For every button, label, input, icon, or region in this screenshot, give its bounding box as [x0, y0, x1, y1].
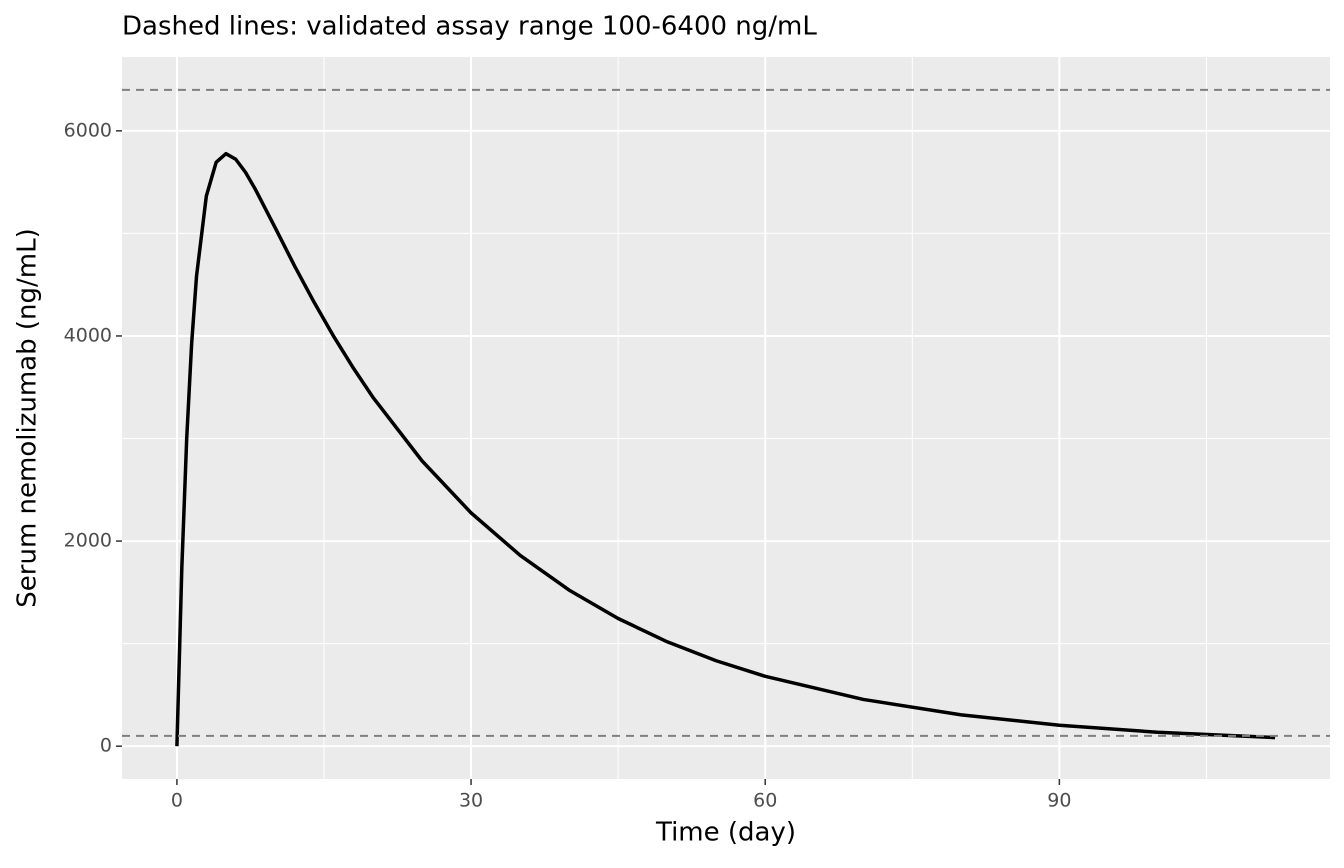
x-tick-label: 30: [459, 790, 483, 812]
x-tick-label: 90: [1047, 790, 1071, 812]
chart-title: Dashed lines: validated assay range 100-…: [122, 12, 817, 42]
y-tick-label: 2000: [64, 530, 112, 552]
panel: [122, 57, 1330, 779]
x-tick-label: 60: [753, 790, 777, 812]
y-tick-label: 6000: [64, 119, 112, 141]
y-tick-label: 4000: [64, 324, 112, 346]
y-tick-label: 0: [100, 735, 112, 757]
y-axis-title: Serum nemolizumab (ng/mL): [13, 228, 43, 607]
x-axis-title: Time (day): [655, 818, 796, 848]
x-tick-label: 0: [171, 790, 183, 812]
data-line: [175, 151, 1276, 747]
